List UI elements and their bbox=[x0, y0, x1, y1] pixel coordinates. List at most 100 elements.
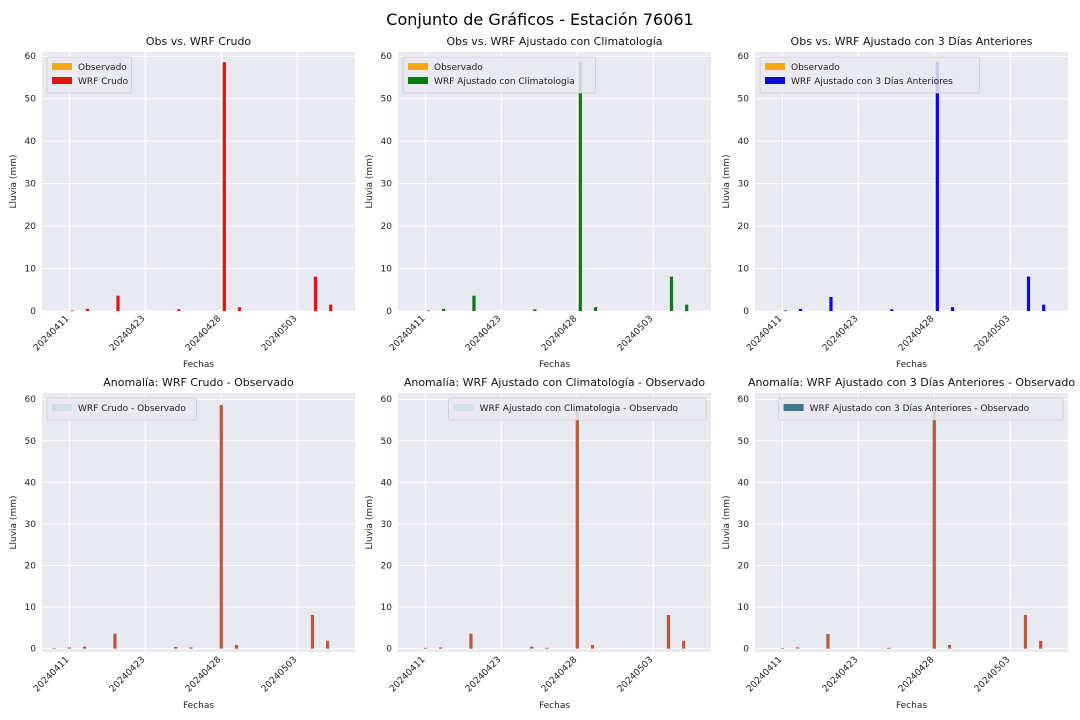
bar-1-3 bbox=[438, 647, 443, 649]
legend-swatch bbox=[408, 77, 428, 84]
legend-box bbox=[402, 56, 597, 94]
legend: Observado WRF Crudo bbox=[46, 56, 132, 94]
y-tick-label: 60 bbox=[381, 395, 393, 405]
plot-area bbox=[398, 393, 711, 652]
y-tick-label: 60 bbox=[25, 52, 37, 62]
legend: WRF Crudo - Observado bbox=[46, 397, 197, 421]
y-tick-label: 40 bbox=[738, 478, 750, 488]
x-axis-label: Fechas bbox=[183, 701, 214, 711]
x-tick-label: 20240423 bbox=[108, 655, 147, 694]
y-tick-label: 10 bbox=[25, 265, 37, 275]
bar-1-10 bbox=[545, 647, 549, 649]
x-axis-label: Fechas bbox=[539, 360, 570, 370]
bar-2-5 bbox=[829, 296, 833, 311]
y-tick-label: 60 bbox=[738, 395, 750, 405]
legend-swatch bbox=[453, 404, 474, 411]
legend-swatch bbox=[408, 63, 428, 70]
bar-2-3 bbox=[85, 308, 90, 311]
x-tick-label: 20240503 bbox=[616, 314, 655, 353]
bar-2-18 bbox=[669, 276, 674, 311]
legend-label: WRF Ajustado con Climatologia bbox=[434, 77, 575, 87]
y-tick-label: 10 bbox=[738, 265, 750, 275]
y-tick-label: 60 bbox=[738, 52, 750, 62]
bar-2-12 bbox=[578, 62, 582, 312]
legend-label: Observado bbox=[78, 63, 127, 73]
y-tick-label: 20 bbox=[25, 222, 37, 232]
y-tick-label: 60 bbox=[381, 52, 393, 62]
bar-2-9 bbox=[177, 309, 181, 311]
y-tick-label: 0 bbox=[386, 645, 392, 655]
y-tick-label: 30 bbox=[381, 520, 393, 530]
y-tick-label: 40 bbox=[381, 478, 393, 488]
x-tick-label: 20240411 bbox=[32, 314, 71, 353]
bar-2-19 bbox=[1042, 304, 1046, 311]
bar-2-13 bbox=[950, 307, 955, 311]
y-tick-label: 50 bbox=[25, 95, 37, 105]
y-tick-label: 40 bbox=[25, 478, 37, 488]
plot-area bbox=[398, 52, 711, 311]
bar-1-19 bbox=[1039, 640, 1043, 649]
bar-1-5 bbox=[113, 633, 117, 649]
bar-1-13 bbox=[947, 644, 952, 649]
plot-area bbox=[42, 393, 355, 652]
bar-1-9 bbox=[887, 647, 891, 649]
y-tick-label: 0 bbox=[743, 307, 749, 317]
y-axis-label: Lluvia (mm) bbox=[722, 155, 732, 209]
bar-1-18 bbox=[310, 615, 315, 649]
y-tick-label: 40 bbox=[381, 137, 393, 147]
legend-label: WRF Ajustado con Climatologia - Observad… bbox=[480, 404, 679, 414]
x-tick-label: 20240428 bbox=[184, 655, 224, 695]
bar-1-5 bbox=[469, 633, 473, 649]
bar-2-3 bbox=[798, 308, 803, 311]
y-tick-label: 0 bbox=[30, 645, 36, 655]
x-tick-label: 20240428 bbox=[540, 314, 580, 354]
x-tick-label: 20240411 bbox=[388, 655, 427, 694]
panel-title: Obs vs. WRF Ajustado con 3 Días Anterior… bbox=[791, 35, 1033, 48]
x-axis-label: Fechas bbox=[183, 360, 214, 370]
x-tick-label: 20240423 bbox=[464, 314, 503, 353]
x-axis-label: Fechas bbox=[896, 701, 927, 711]
legend-swatch bbox=[765, 63, 785, 70]
bar-1-5 bbox=[826, 634, 830, 649]
y-tick-label: 30 bbox=[738, 520, 750, 530]
x-tick-label: 20240411 bbox=[745, 655, 784, 694]
y-tick-label: 30 bbox=[25, 520, 37, 530]
bar-1-13 bbox=[590, 644, 595, 649]
legend-box bbox=[448, 397, 707, 421]
plot-area bbox=[42, 52, 355, 311]
chart-panel-4: 0 10 20 30 40 50 60 20240411 20240423 20240428 202… bbox=[9, 376, 355, 711]
legend-label: WRF Crudo bbox=[78, 77, 129, 87]
y-tick-label: 50 bbox=[381, 95, 393, 105]
bar-1-1 bbox=[52, 648, 56, 649]
y-tick-label: 50 bbox=[381, 437, 393, 447]
y-axis-label: Lluvia (mm) bbox=[9, 155, 19, 209]
bar-1-18 bbox=[666, 615, 671, 649]
x-tick-label: 20240503 bbox=[973, 314, 1012, 353]
y-tick-label: 30 bbox=[738, 180, 750, 190]
legend-swatch bbox=[52, 404, 72, 411]
x-tick-label: 20240423 bbox=[821, 314, 860, 353]
bar-2-13 bbox=[593, 307, 598, 311]
bar-1-2 bbox=[67, 647, 71, 649]
bar-2-9 bbox=[890, 309, 894, 311]
legend-swatch bbox=[765, 77, 785, 84]
x-tick-label: 20240503 bbox=[973, 655, 1012, 694]
legend: Observado WRF Ajustado con Climatologia bbox=[402, 56, 597, 94]
panel-title: Obs vs. WRF Ajustado con Climatología bbox=[446, 35, 662, 48]
plot-area bbox=[755, 52, 1068, 311]
legend-box bbox=[46, 397, 197, 421]
legend-label: Observado bbox=[434, 63, 483, 73]
chart-panel-5: 0 10 20 30 40 50 60 20240411 20240423 20240428 202… bbox=[365, 376, 711, 711]
x-tick-label: 20240428 bbox=[897, 655, 937, 695]
y-axis-label: Lluvia (mm) bbox=[365, 155, 375, 209]
bar-1-2 bbox=[423, 647, 427, 649]
x-tick-label: 20240428 bbox=[897, 314, 937, 354]
bar-1-3 bbox=[795, 647, 800, 649]
bar-2-18 bbox=[313, 276, 318, 311]
y-tick-label: 20 bbox=[738, 562, 750, 572]
panel-title: Anomalía: WRF Ajustado con 3 Días Anteri… bbox=[748, 376, 1075, 389]
plot-area bbox=[755, 393, 1068, 652]
y-tick-label: 20 bbox=[25, 562, 37, 572]
bar-2-2 bbox=[783, 310, 787, 312]
bar-1-12 bbox=[932, 405, 936, 649]
